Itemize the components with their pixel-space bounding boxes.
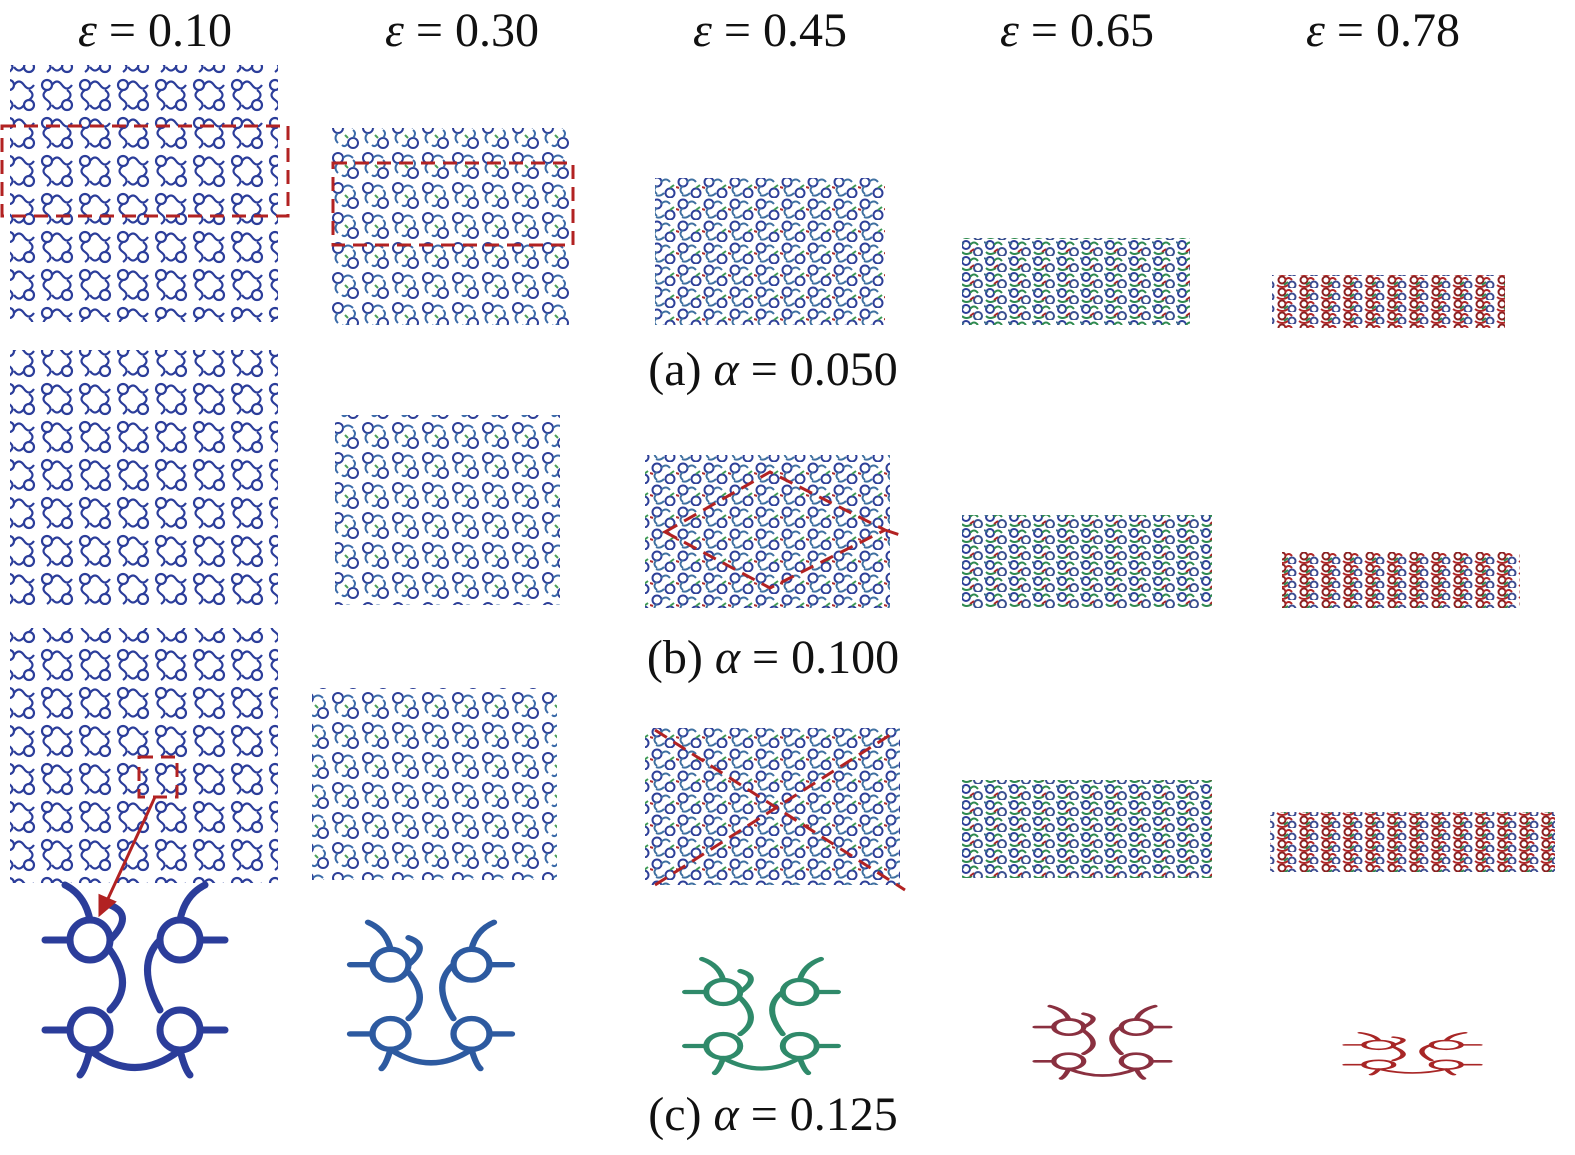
lattice-panel [335,415,560,605]
lattice-panel [1270,812,1555,872]
symbol: ε [385,4,404,57]
value: = 0.050 [751,343,898,396]
panels [10,65,1555,1078]
column-header: ε = 0.45 [693,4,847,57]
lattice-panel [10,350,278,605]
symbol: ε [1306,4,1325,57]
lattice-panel [1272,275,1505,328]
row-labels: (a) α = 0.050 (b) α = 0.100 (c) α = 0.125 [647,343,899,1141]
zoom-cell [45,885,225,1075]
column-header: ε = 0.65 [1000,4,1154,57]
zoom-cell [1345,1033,1480,1075]
value: = 0.30 [416,4,539,57]
tag: (c) [648,1088,701,1141]
lattice-panel [655,178,885,325]
symbol: ε [693,4,712,57]
value: = 0.100 [752,631,899,684]
lattice-panel [962,515,1212,608]
symbol: α [714,343,740,396]
zoom-cell [685,959,838,1073]
row-label: (a) α = 0.050 [648,343,898,396]
dashed-box [0,124,290,218]
lattice-panel [962,780,1212,878]
annotations [0,124,906,892]
dashed-cross [654,728,906,892]
symbol: ε [1000,4,1019,57]
lattice-panel [330,128,570,325]
symbol: α [715,631,741,684]
dashed-diamond [661,470,901,590]
symbol: ε [78,4,97,57]
value: = 0.10 [109,4,232,57]
lattice-panel [312,688,557,880]
arrow-head [98,893,117,918]
symbol: α [714,1088,740,1141]
arrow-line [104,796,157,904]
tag: (a) [648,343,701,396]
lattice-panel [962,238,1190,325]
lattice-panel [645,455,890,608]
value: = 0.125 [751,1088,898,1141]
row-label: (b) α = 0.100 [647,631,899,684]
lattice-panel [10,65,278,322]
column-header: ε = 0.10 [78,4,232,57]
value: = 0.65 [1031,4,1154,57]
dashed-box [331,161,575,247]
tag: (b) [647,631,703,684]
column-headers: ε = 0.10 ε = 0.30 ε = 0.45 ε = 0.65 ε = 0.78 [78,4,1460,57]
row-label: (c) α = 0.125 [648,1088,898,1141]
arrow [98,796,157,918]
zoom-cell [350,922,512,1068]
value: = 0.45 [724,4,847,57]
lattice-panel [1282,552,1520,608]
column-header: ε = 0.30 [385,4,539,57]
zoom-cell [1035,1006,1170,1078]
dashed-box [137,755,179,799]
column-header: ε = 0.78 [1306,4,1460,57]
value: = 0.78 [1337,4,1460,57]
